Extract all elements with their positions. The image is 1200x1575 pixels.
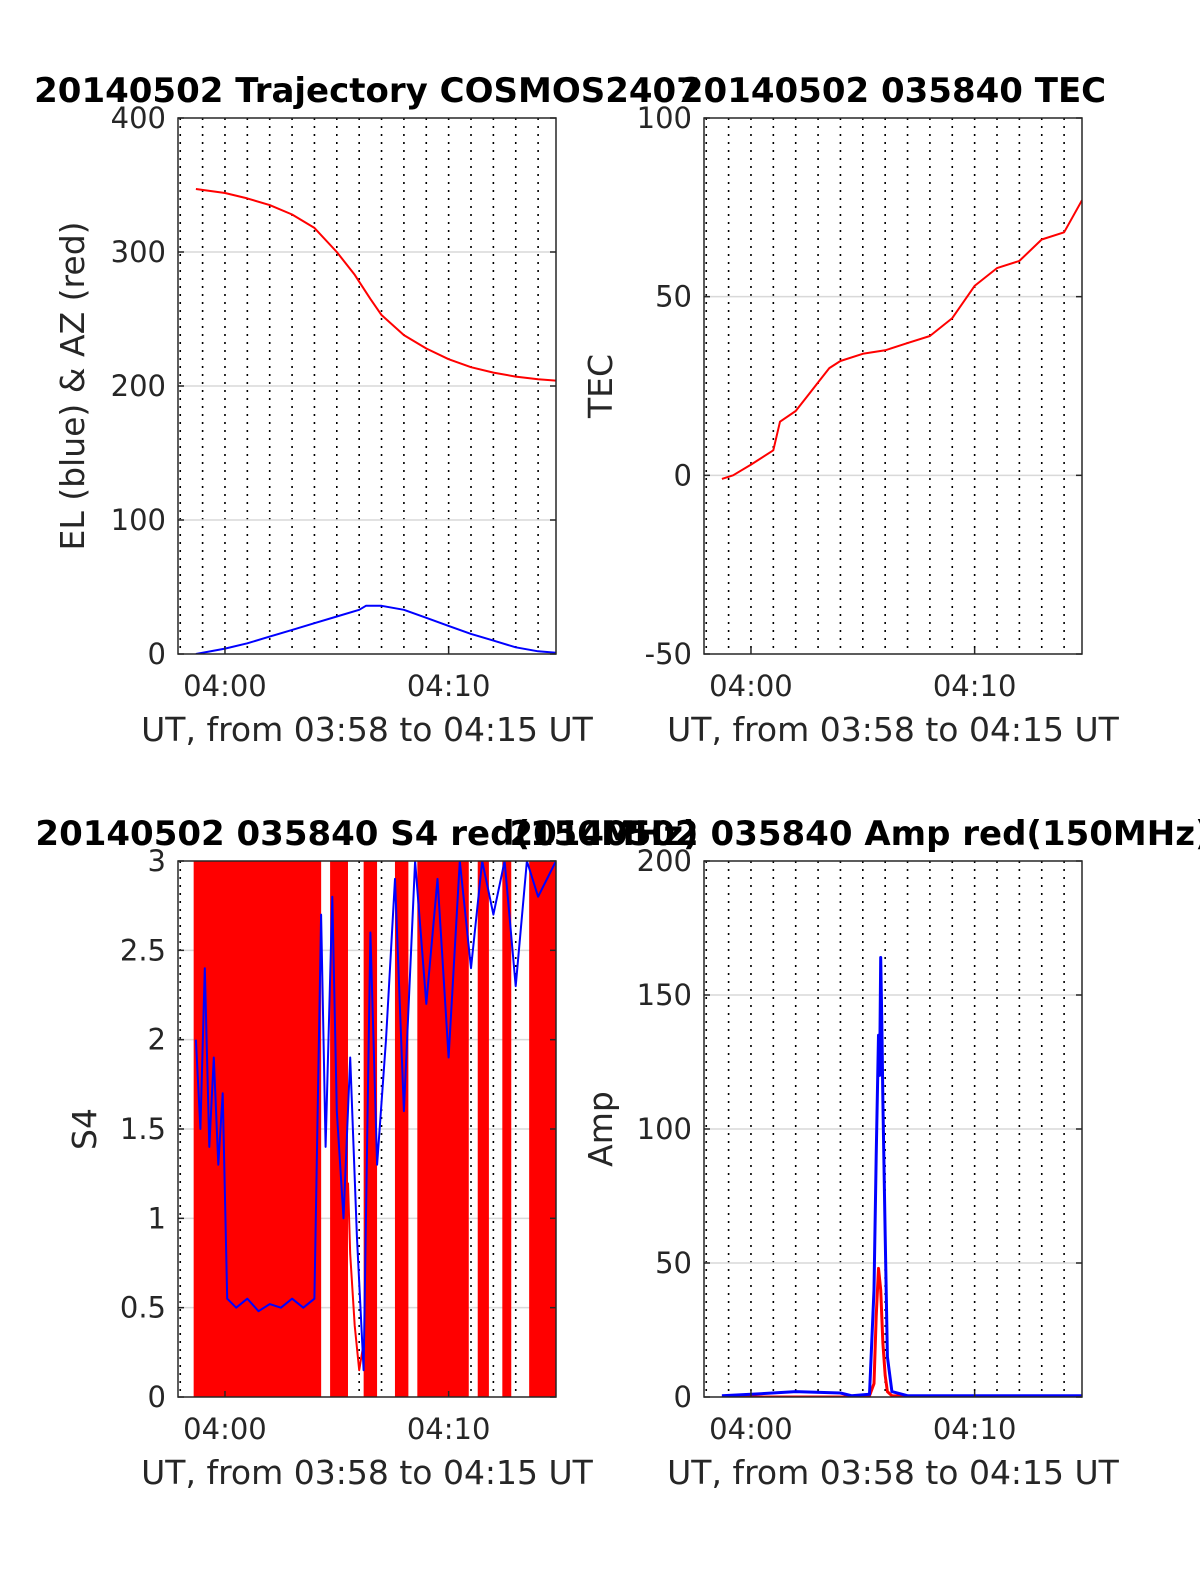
y-tick-label: 0: [674, 458, 692, 492]
series-band-s4_red: [394, 861, 409, 1397]
series-band-s4_red: [502, 861, 512, 1397]
series-line-s4_blue: [194, 861, 556, 1372]
y-axis-label: S4: [65, 1108, 104, 1150]
series-line-amp_blue: [721, 956, 1082, 1397]
y-tick-label: 0: [148, 1380, 166, 1414]
series-band-s4_red: [417, 861, 469, 1397]
x-axis-label: UT, from 03:58 to 04:15 UT: [667, 1453, 1120, 1492]
x-tick-label: 04:10: [407, 669, 491, 703]
y-tick-label: 50: [655, 1246, 692, 1280]
y-tick-label: 100: [637, 1112, 692, 1146]
chart-title: 20140502 035840 S4 red(150MHz): [35, 814, 698, 854]
chart-title: 20140502 Trajectory COSMOS2407: [34, 71, 700, 111]
y-tick-label: 2.5: [120, 933, 166, 967]
y-tick-label: 1.5: [120, 1112, 166, 1146]
y-tick-label: 200: [637, 844, 692, 878]
y-tick-label: 1: [148, 1201, 166, 1235]
chart-title: 20140502 035840 Amp red(150MHz): [509, 814, 1200, 854]
x-tick-label: 04:10: [933, 669, 1017, 703]
chart-title: 20140502 035840 TEC: [680, 71, 1106, 111]
series-line-az: [195, 188, 556, 382]
y-tick-label: 50: [655, 280, 692, 314]
axes-frame: [703, 117, 1083, 655]
series-band-s4_red: [477, 861, 489, 1397]
x-tick-label: 04:00: [183, 669, 267, 703]
y-tick-label: -50: [645, 637, 692, 671]
y-axis-label: EL (blue) & AZ (red): [53, 221, 92, 550]
x-tick-label: 04:10: [407, 1412, 491, 1446]
x-tick-label: 04:00: [709, 669, 793, 703]
x-axis-label: UT, from 03:58 to 04:15 UT: [141, 710, 594, 749]
series-line-tec: [721, 199, 1082, 480]
plot-area: [721, 199, 1082, 480]
panel-amp: 0 50 100 150 200 04:00 04:10 20140502 035840 A…: [509, 814, 1200, 1492]
y-tick-label: 100: [111, 503, 166, 537]
y-tick-label: 0: [674, 1380, 692, 1414]
y-tick-label: 200: [111, 369, 166, 403]
plot-area: [721, 956, 1082, 1397]
y-tick-label: 100: [637, 101, 692, 135]
series-band-s4_red: [193, 861, 322, 1397]
series-line-s4_red: [347, 1182, 365, 1372]
series-band-s4_red: [363, 861, 378, 1397]
y-tick-label: 300: [111, 235, 166, 269]
series-line-el: [195, 604, 556, 654]
y-tick-label: 2: [148, 1023, 166, 1057]
x-axis-label: UT, from 03:58 to 04:15 UT: [667, 710, 1120, 749]
y-tick-label: 0: [148, 637, 166, 671]
x-axis-label: UT, from 03:58 to 04:15 UT: [141, 1453, 594, 1492]
x-tick-label: 04:00: [709, 1412, 793, 1446]
y-tick-label: 400: [111, 101, 166, 135]
y-tick-label: 0.5: [120, 1291, 166, 1325]
panel-trajectory: 0 100 200 300 400 04:00 04:10 20140502 Traject…: [34, 71, 700, 749]
panel-s4: 0 0.5 1 1.5 2 2.5 3 04:00 04:10 20140502 035840 …: [35, 814, 698, 1492]
y-tick-label: 150: [637, 978, 692, 1012]
y-axis-label: Amp: [581, 1091, 620, 1167]
plot-area: [195, 188, 556, 654]
y-tick-label: 3: [148, 844, 166, 878]
y-axis-label: TEC: [581, 354, 620, 419]
x-tick-label: 04:00: [183, 1412, 267, 1446]
x-tick-label: 04:10: [933, 1412, 1017, 1446]
